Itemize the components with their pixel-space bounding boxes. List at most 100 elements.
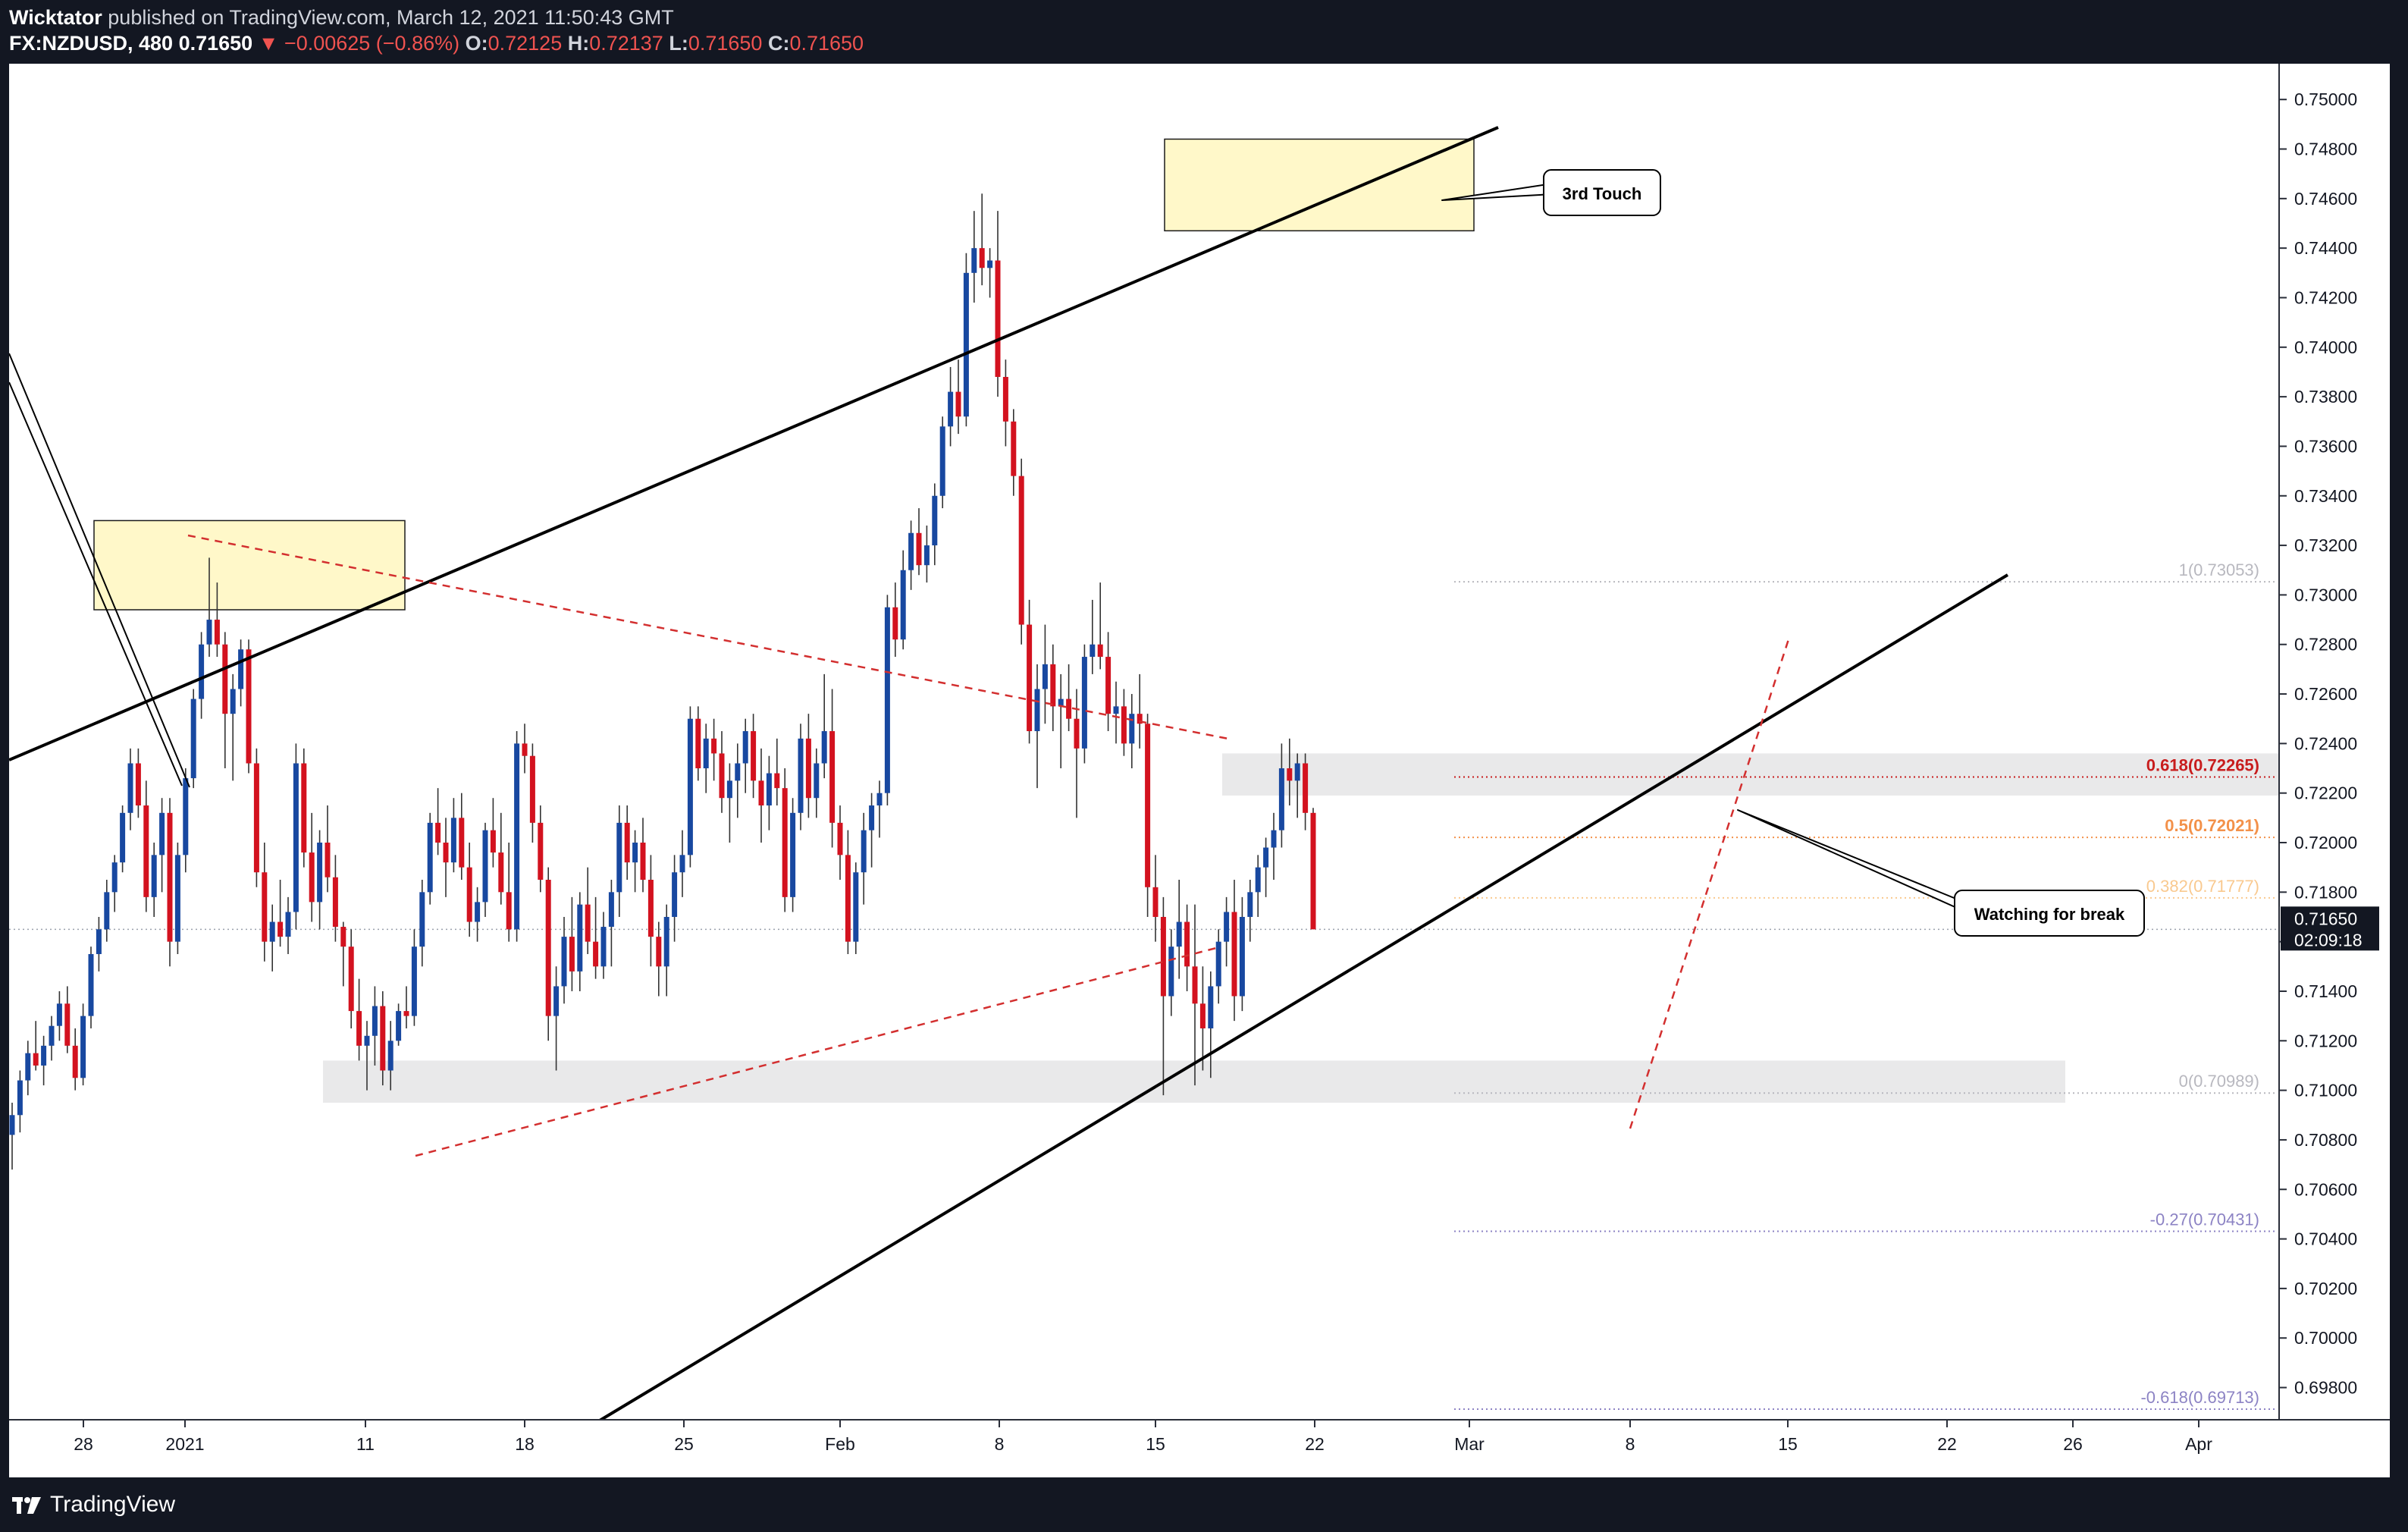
price-tick-label: 0.72800 [2294,635,2357,655]
chart-area[interactable]: 1(0.73053) 0.618(0.72265) 0.5(0.72021) 0.38… [9,64,2390,1477]
author-name[interactable]: Wicktator [9,6,102,29]
candle-body [230,689,236,714]
zones-layer [93,138,2281,1103]
candle-body [498,852,504,893]
symbol-interval: , 480 [127,32,174,55]
ascending-support-dashed [415,947,1217,1157]
candle-body [616,822,622,893]
candle-body [387,1041,393,1071]
time-tick-label: Mar [1454,1434,1485,1454]
candle-body [900,570,906,640]
footer-bar: TradingView [0,1477,2408,1532]
candle-body [1074,718,1080,749]
candle-body [593,941,599,967]
candle-body [514,743,520,930]
candle-body [805,738,811,799]
time-tick-label: 22 [1305,1434,1325,1454]
fib-level-label: 0.618(0.72265) [2146,755,2259,774]
price-chart[interactable]: 1(0.73053) 0.618(0.72265) 0.5(0.72021) 0.38… [9,64,2390,1477]
published-text: published on TradingView.com, March 12, … [102,6,674,29]
candle-body [482,830,488,903]
time-tick-label: Feb [825,1434,855,1454]
candle-body [1018,476,1024,625]
candle-body [1224,912,1230,942]
candle-body [679,855,685,873]
candle-body [1121,706,1127,744]
candle-body [845,855,851,942]
candle-body [672,872,678,917]
fib-level-label: -0.618(0.69713) [2140,1388,2259,1407]
candle-body [159,812,165,855]
candle-body [1042,664,1048,689]
candle-body [309,852,315,903]
candle-body [853,872,859,942]
candle-body [1090,644,1096,658]
fibonacci-layer: 1(0.73053) 0.618(0.72265) 0.5(0.72021) 0.38… [9,560,2279,1410]
candle-body [1034,689,1040,732]
candle-body [932,495,938,546]
candle-body [663,916,669,967]
price-tick-label: 0.74200 [2294,287,2357,307]
candle-body [72,1045,78,1078]
price-tick-label: 0.70400 [2294,1229,2357,1249]
candle-body [325,843,331,877]
tradingview-brand[interactable]: TradingView [50,1492,176,1517]
candle-body [174,855,180,942]
candle-body [285,912,291,937]
candle-body [735,763,741,781]
candle-body [403,1011,409,1016]
candle-body [790,812,796,897]
candle-body [1129,714,1135,744]
price-tick-label: 0.74800 [2294,140,2357,159]
candle-body [277,921,284,937]
candle-body [332,877,338,928]
candle-body [979,248,985,268]
candle-body [1255,867,1261,893]
candle-body [569,937,575,972]
candle-body [49,1025,55,1046]
candle-body [719,753,725,799]
tradingview-logo-icon[interactable] [11,1491,44,1518]
candle-body [1066,699,1072,719]
candle-body [726,780,732,799]
candle-body [253,763,259,873]
candle-body [1145,724,1151,887]
price-tick-label: 0.73600 [2294,436,2357,456]
candle-body [1168,947,1174,997]
last-price: 0.71650 [173,32,253,55]
candle-body [869,805,875,830]
price-tick-label: 0.73400 [2294,486,2357,506]
candle-body [1184,921,1190,967]
candle-body [33,1053,39,1066]
price-tick-label: 0.74400 [2294,238,2357,258]
candle-body [427,822,433,893]
candle-body [167,812,173,942]
price-tick-label: 0.69800 [2294,1378,2357,1398]
candle-body [545,880,551,1016]
candle-body [9,1115,15,1135]
candle-body [876,793,883,806]
callout-watching-text: Watching for break [1974,905,2125,924]
last-price-badge-value: 0.71650 [2294,909,2357,928]
price-tick-label: 0.71400 [2294,981,2357,1001]
candle-body [908,532,914,570]
price-tick-label: 0.74000 [2294,337,2357,357]
price-tick-label: 0.70800 [2294,1130,2357,1150]
pointer-line-b [9,381,183,786]
axes-layer: 0.75000 0.74800 0.74600 0.74400 0.74200 0.740… [9,64,2390,1477]
publish-header: Wicktator published on TradingView.com, … [0,0,2408,58]
price-tick-label: 0.72400 [2294,733,2357,753]
candle-body [135,763,141,806]
candle-body [364,1035,370,1046]
candle-body [41,1045,47,1066]
price-tick-label: 0.74600 [2294,189,2357,209]
price-tick-label: 0.70200 [2294,1279,2357,1298]
callout-watching-for-break: Watching for break [1737,809,2145,937]
price-tick-label: 0.73800 [2294,387,2357,407]
candle-body [1050,664,1056,707]
candle-body [238,649,244,689]
price-axis [2279,64,2390,1477]
support-zone-3 [323,1060,2065,1103]
candle-body [774,773,780,789]
candle-body [411,947,417,1016]
